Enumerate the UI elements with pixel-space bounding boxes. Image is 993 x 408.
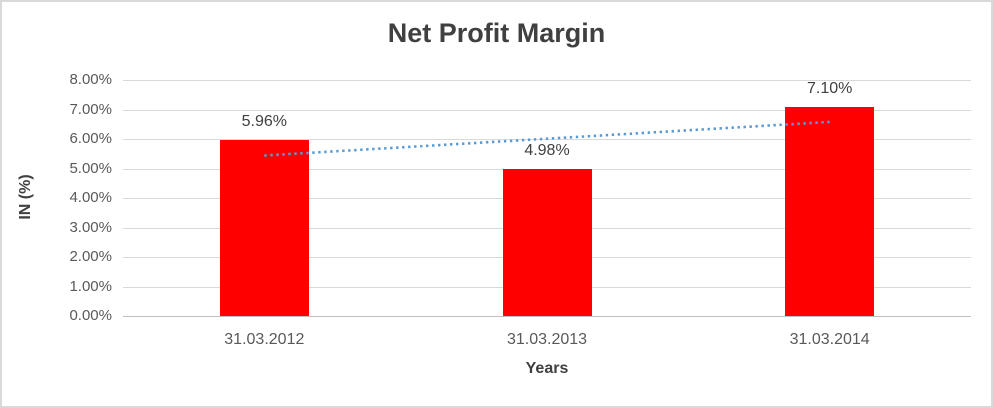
y-tick-label: 0.00%: [69, 307, 112, 324]
gridline: [123, 109, 971, 111]
y-tick-label: 2.00%: [69, 248, 112, 265]
y-tick-label: 3.00%: [69, 218, 112, 236]
bar-31.03.2014: [785, 106, 875, 316]
data-label: 5.96%: [241, 113, 288, 131]
x-tick-label: 31.03.2014: [789, 331, 870, 348]
data-label: 7.10%: [806, 79, 853, 97]
x-tick-label: 31.03.2013: [506, 331, 588, 348]
x-tick-label: 31.03.2012: [224, 331, 305, 348]
chart-title: Net Profit Margin: [387, 18, 606, 48]
y-tick-label: 4.00%: [69, 189, 112, 206]
gridline: [123, 168, 971, 170]
y-tick-label: 7.00%: [69, 100, 112, 118]
bar-31.03.2012: [219, 140, 309, 316]
y-tick-label: 8.00%: [69, 71, 112, 88]
y-tick-label: 5.00%: [69, 159, 112, 177]
x-axis-line: [123, 316, 971, 317]
bar-31.03.2013: [502, 169, 592, 316]
data-label: 4.98%: [524, 142, 570, 160]
x-axis-title: Years: [525, 360, 569, 377]
y-tick-label: 6.00%: [69, 130, 112, 147]
y-tick-label: 1.00%: [69, 277, 112, 295]
gridline: [123, 80, 971, 81]
